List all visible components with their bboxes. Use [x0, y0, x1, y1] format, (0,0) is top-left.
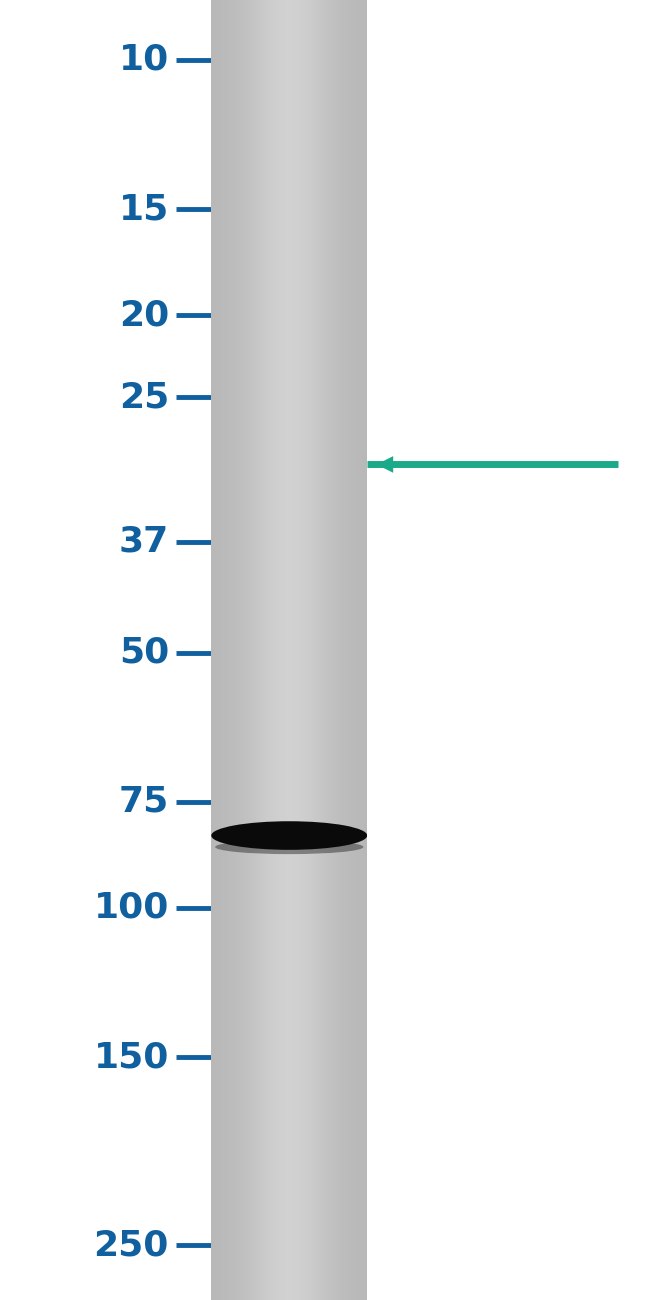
Text: 250: 250 [94, 1228, 169, 1262]
Text: 15: 15 [119, 192, 169, 226]
Text: 25: 25 [119, 381, 169, 415]
Ellipse shape [215, 840, 363, 854]
Text: 37: 37 [119, 525, 169, 559]
Ellipse shape [211, 822, 367, 850]
Text: 75: 75 [119, 785, 169, 819]
Text: 10: 10 [119, 43, 169, 77]
Text: 150: 150 [94, 1040, 169, 1074]
Text: 100: 100 [94, 891, 169, 924]
Text: 20: 20 [119, 298, 169, 332]
Text: 50: 50 [119, 636, 169, 670]
